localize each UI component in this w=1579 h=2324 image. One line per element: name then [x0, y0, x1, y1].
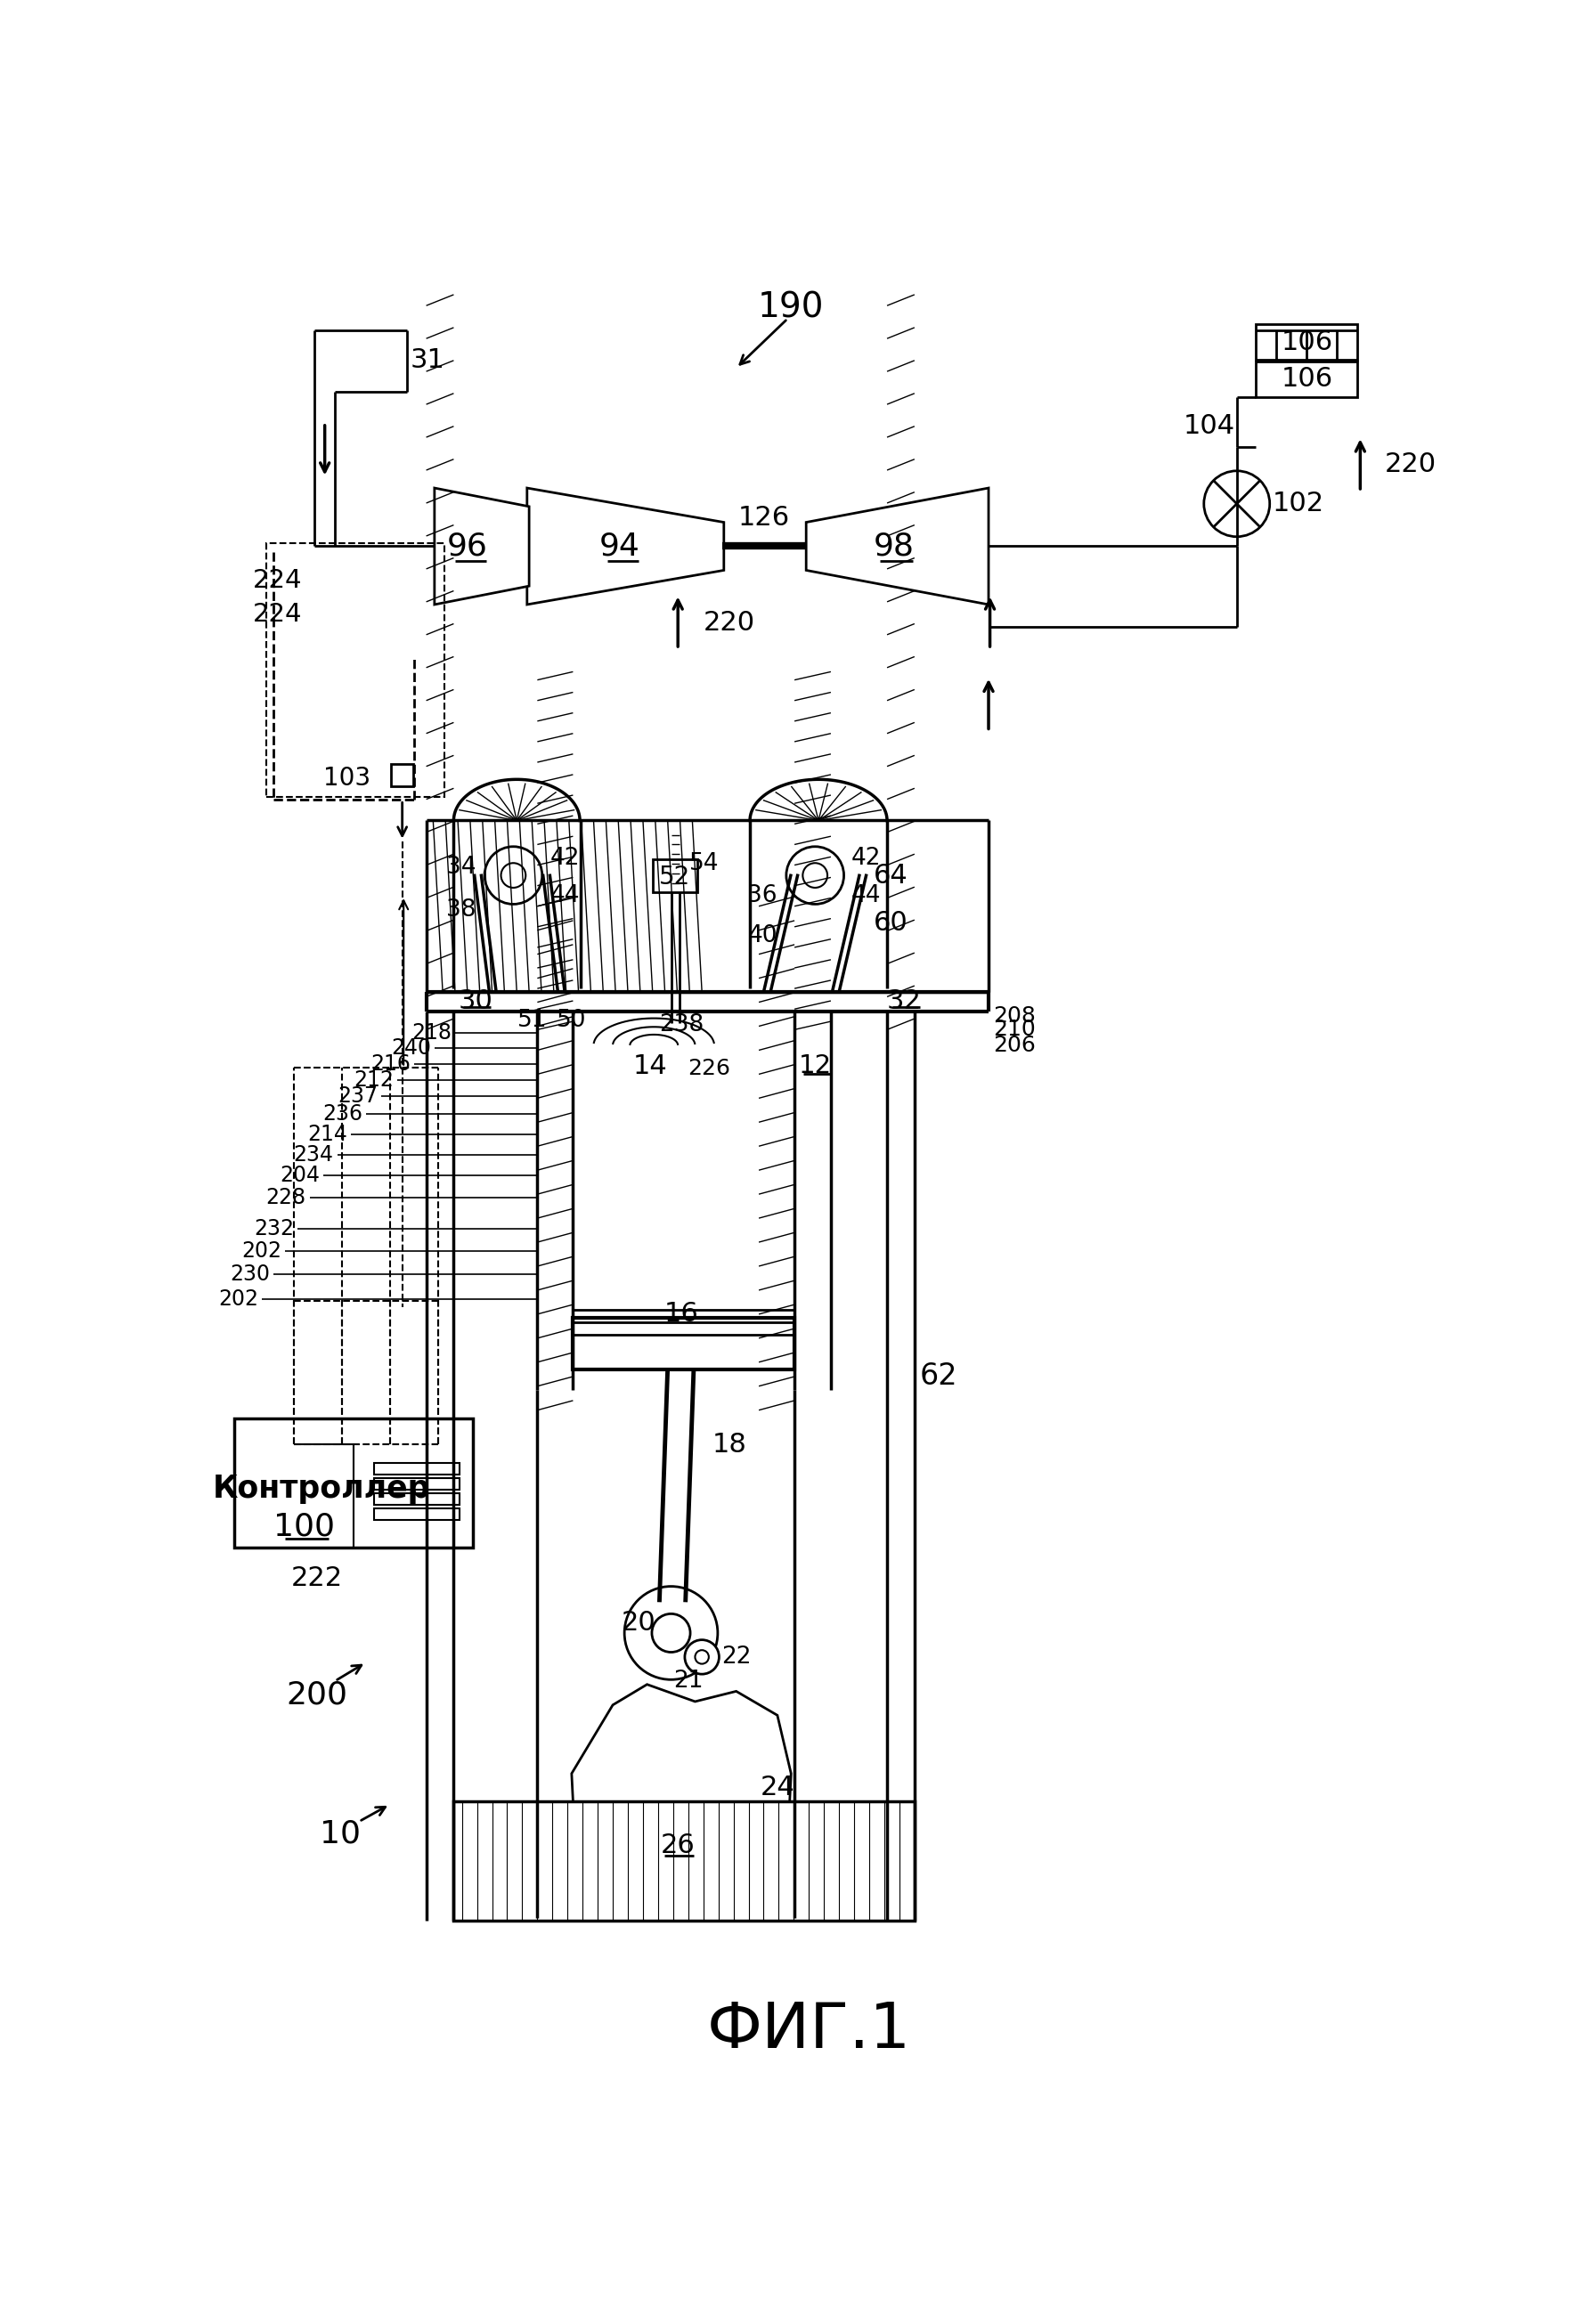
- Text: 230: 230: [231, 1264, 270, 1285]
- Text: 36: 36: [747, 885, 777, 906]
- Bar: [750, 820, 887, 988]
- Text: 224: 224: [253, 602, 302, 627]
- Text: 200: 200: [286, 1680, 347, 1710]
- Bar: [652, 860, 696, 892]
- Text: 100: 100: [273, 1511, 335, 1541]
- Text: 210: 210: [993, 1018, 1036, 1041]
- Bar: [374, 1508, 459, 1520]
- Text: 38: 38: [445, 897, 475, 920]
- Bar: [374, 1478, 459, 1490]
- Text: 106: 106: [1281, 330, 1333, 356]
- Bar: [1255, 323, 1358, 360]
- Text: 214: 214: [308, 1125, 347, 1146]
- Text: 237: 237: [338, 1085, 377, 1106]
- Bar: [453, 820, 581, 988]
- Text: 32: 32: [887, 988, 922, 1016]
- Text: 106: 106: [1281, 367, 1333, 393]
- Text: 96: 96: [447, 532, 488, 562]
- Text: 104: 104: [1184, 414, 1235, 439]
- Text: 50: 50: [557, 1009, 586, 1032]
- Text: 238: 238: [658, 1013, 704, 1037]
- Text: 94: 94: [598, 532, 639, 562]
- Text: 208: 208: [993, 1006, 1036, 1027]
- Polygon shape: [572, 1685, 791, 1903]
- Bar: [1255, 360, 1358, 397]
- Text: 44: 44: [549, 885, 579, 906]
- Text: 64: 64: [873, 862, 908, 888]
- Text: 52: 52: [658, 865, 690, 890]
- Text: 220: 220: [704, 611, 755, 637]
- Text: 22: 22: [722, 1645, 752, 1669]
- Text: 222: 222: [291, 1566, 343, 1592]
- Bar: [453, 1801, 914, 1922]
- Text: 60: 60: [873, 911, 908, 937]
- Text: 202: 202: [242, 1241, 281, 1262]
- Text: 42: 42: [549, 846, 579, 869]
- Text: 30: 30: [458, 988, 493, 1016]
- Text: 232: 232: [254, 1218, 294, 1239]
- Text: 34: 34: [445, 855, 475, 878]
- Text: 224: 224: [253, 567, 302, 593]
- Text: Контроллер: Контроллер: [213, 1473, 429, 1504]
- Text: ФИГ.1: ФИГ.1: [707, 2001, 911, 2061]
- Circle shape: [652, 1613, 690, 1652]
- Circle shape: [501, 862, 526, 888]
- Text: 62: 62: [919, 1362, 957, 1390]
- Text: 226: 226: [687, 1057, 729, 1078]
- Text: 103: 103: [324, 765, 371, 790]
- Text: 102: 102: [1273, 490, 1325, 516]
- Text: 204: 204: [279, 1164, 321, 1185]
- Text: 24: 24: [759, 1773, 794, 1801]
- Text: 54: 54: [690, 853, 720, 876]
- Text: 20: 20: [622, 1611, 657, 1636]
- Text: 26: 26: [660, 1834, 695, 1859]
- Text: 206: 206: [993, 1034, 1036, 1055]
- Text: 44: 44: [851, 885, 881, 906]
- Text: 21: 21: [673, 1669, 703, 1692]
- Text: 14: 14: [633, 1053, 668, 1078]
- Text: 212: 212: [354, 1069, 393, 1090]
- Text: 190: 190: [758, 290, 824, 325]
- Bar: [234, 1418, 472, 1548]
- Text: 98: 98: [873, 532, 914, 562]
- Text: 236: 236: [322, 1104, 363, 1125]
- Text: 234: 234: [294, 1143, 333, 1167]
- Text: 12: 12: [799, 1053, 832, 1078]
- Circle shape: [685, 1641, 718, 1673]
- Text: 202: 202: [218, 1287, 259, 1311]
- Text: 42: 42: [851, 846, 881, 869]
- Circle shape: [624, 1587, 718, 1680]
- Circle shape: [786, 846, 843, 904]
- Bar: [374, 1462, 459, 1476]
- Text: 220: 220: [1385, 451, 1435, 476]
- Text: 218: 218: [412, 1023, 452, 1043]
- Text: 216: 216: [371, 1053, 411, 1074]
- Polygon shape: [434, 488, 529, 604]
- Bar: [374, 1492, 459, 1504]
- Polygon shape: [807, 488, 988, 604]
- Polygon shape: [527, 488, 723, 604]
- Text: 240: 240: [392, 1037, 431, 1060]
- Text: 18: 18: [712, 1432, 747, 1457]
- Text: 10: 10: [319, 1820, 360, 1850]
- Text: 228: 228: [265, 1188, 306, 1208]
- Circle shape: [802, 862, 827, 888]
- Text: 40: 40: [747, 925, 777, 948]
- Circle shape: [485, 846, 542, 904]
- Bar: [573, 1318, 794, 1369]
- Text: 16: 16: [665, 1301, 698, 1327]
- Text: 31: 31: [411, 346, 445, 372]
- Text: 126: 126: [737, 504, 790, 530]
- Circle shape: [1203, 472, 1270, 537]
- Text: 51: 51: [516, 1009, 546, 1032]
- Circle shape: [695, 1650, 709, 1664]
- Bar: [267, 544, 445, 797]
- Bar: [392, 765, 414, 786]
